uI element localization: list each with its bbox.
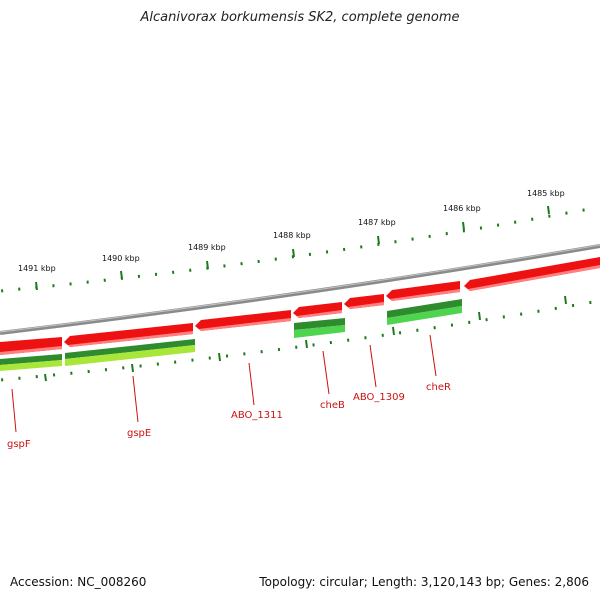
major-tick-1490 [120,270,123,280]
forward-gene-3 [195,310,291,331]
reverse-gene-3 [294,318,345,330]
gene-label-cheR: cheR [426,382,451,393]
inner-major-tick-6 [478,311,481,321]
gene-label-cheB: cheB [320,400,345,411]
kbp-label-1488: 1488 kbp [273,231,311,240]
inner-major-tick-1 [44,373,47,382]
leader-cheB [322,350,330,395]
major-tick-1491 [35,281,38,291]
major-tick-1488 [292,248,295,258]
gene-label-ABO_1311: ABO_1311 [231,410,283,421]
reverse-gene-1 [0,354,62,365]
leader-ABO_1309 [369,344,377,388]
reverse-gene-1-light [0,360,62,371]
outer-major-ticks [35,205,550,291]
leader-gspE [132,375,139,423]
reverse-strand-genes [0,299,462,371]
genome-backbone [0,244,600,335]
forward-gene-6 [386,281,460,301]
major-tick-1489 [206,260,209,270]
forward-gene-6-shade [390,289,460,301]
gene-labels: gspF gspE ABO_1311 cheB ABO_1309 cheR [7,382,451,450]
genome-summary-text: Topology: circular; Length: 3,120,143 bp… [259,575,589,589]
inner-major-tick-5 [392,326,395,336]
forward-gene-7 [464,257,600,291]
reverse-gene-2-light [65,345,195,366]
leader-ABO_1311 [248,362,255,406]
forward-strand-genes [0,257,600,355]
forward-gene-5-shade [348,302,384,309]
forward-gene-3-shade [199,318,291,331]
gene-label-leaders [11,334,437,433]
gene-label-gspF: gspF [7,439,31,450]
gene-label-gspE: gspE [127,428,151,439]
forward-gene-4-shade [297,310,342,318]
kbp-label-1485: 1485 kbp [527,189,565,198]
leader-gspF [11,388,17,433]
inner-major-tick-2 [131,363,134,373]
map-title: Alcanivorax borkumensis SK2, complete ge… [140,10,460,25]
forward-gene-2-shade [68,331,193,347]
leader-cheR [429,334,437,377]
forward-gene-7-shade [468,265,600,291]
inner-major-tick-3 [218,352,221,362]
gene-label-ABO_1309: ABO_1309 [353,392,405,403]
reverse-gene-4 [387,299,462,318]
accession-text: Accession: NC_008260 [10,575,147,589]
reverse-gene-3-light [294,325,345,338]
inner-major-ticks [44,295,567,382]
kbp-label-1491: 1491 kbp [18,264,56,273]
kbp-label-1489: 1489 kbp [188,243,226,252]
major-tick-1485 [547,205,550,215]
genome-backbone-highlight [0,244,600,333]
forward-gene-1-shade [0,346,62,355]
kbp-labels: 1491 kbp 1490 kbp 1489 kbp 1488 kbp 1487… [18,189,565,273]
major-tick-1486 [462,221,465,231]
kbp-label-1490: 1490 kbp [102,254,140,263]
forward-gene-2 [64,323,193,347]
inner-major-tick-7 [564,295,567,305]
inner-major-tick-4 [305,339,308,349]
inner-minor-ticks [1,300,592,382]
major-tick-1487 [377,235,380,245]
kbp-label-1487: 1487 kbp [358,218,396,227]
reverse-gene-2 [65,339,195,359]
reverse-gene-4-light [387,306,462,325]
kbp-label-1486: 1486 kbp [443,204,481,213]
